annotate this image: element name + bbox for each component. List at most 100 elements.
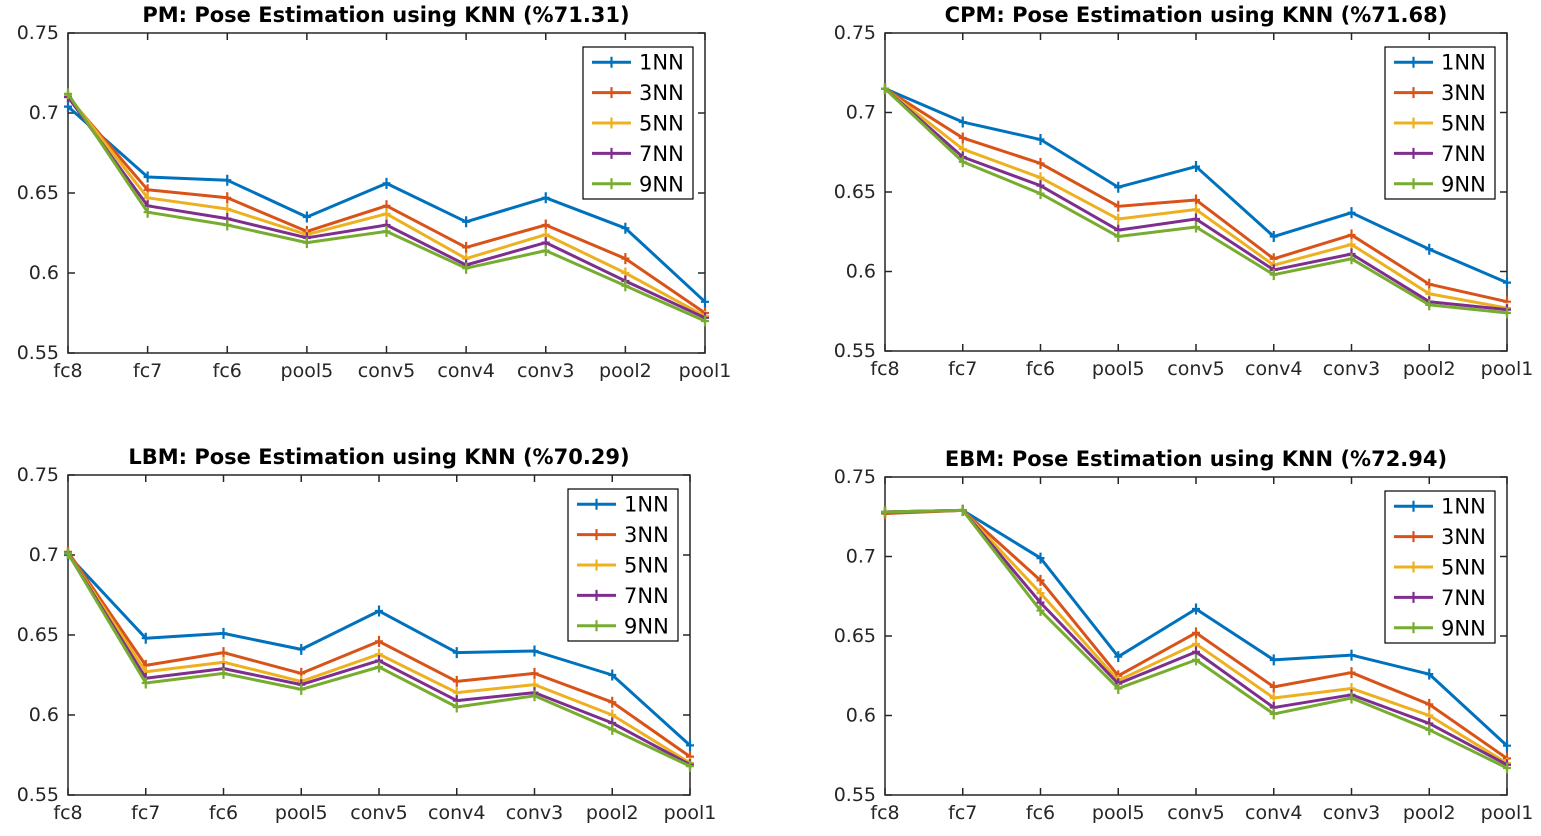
legend-marker-3NN <box>607 87 616 99</box>
y-axis-tick-label: 0.65 <box>17 624 59 646</box>
legend-label-7NN: 7NN <box>624 584 669 608</box>
y-axis-tick-label: 0.55 <box>834 784 876 806</box>
legend-marker-9NN <box>592 620 601 632</box>
legend-label-1NN: 1NN <box>624 493 669 517</box>
chart-ebm: fc8 fc7 fc6 pool5 conv5 conv4 conv3 pool2 pool1 0… <box>834 466 1534 824</box>
y-axis-tick-label: 0.55 <box>834 340 876 362</box>
y-axis-tick-label: 0.6 <box>846 705 876 727</box>
x-axis-tick-label: fc8 <box>870 358 899 380</box>
x-axis-tick-label: pool1 <box>1481 358 1534 380</box>
legend-label-5NN: 5NN <box>639 112 684 136</box>
y-axis-tick-label: 0.55 <box>17 342 59 364</box>
series-markers-9NN <box>881 83 1511 319</box>
x-axis-tick-label: conv3 <box>1323 802 1380 824</box>
x-axis-tick-label: pool2 <box>586 802 639 824</box>
legend-label-7NN: 7NN <box>639 142 684 166</box>
legend-marker-7NN <box>1409 147 1418 159</box>
x-axis-tick-label: fc6 <box>213 360 242 382</box>
x-axis-tick-label: fc7 <box>948 358 977 380</box>
chart-cpm: fc8 fc7 fc6 pool5 conv5 conv4 conv3 pool2 pool1 0… <box>834 22 1534 380</box>
x-axis-tick-label: fc6 <box>1026 802 1055 824</box>
legend-marker-9NN <box>1409 622 1418 634</box>
x-axis-tick-label: pool5 <box>281 360 334 382</box>
legend-marker-1NN <box>592 498 601 510</box>
legend-label-1NN: 1NN <box>1441 495 1486 519</box>
legend-label-9NN: 9NN <box>639 172 684 196</box>
legend-marker-7NN <box>607 147 616 159</box>
x-axis-tick-label: pool5 <box>1092 802 1145 824</box>
y-axis-tick-label: 0.7 <box>29 102 59 124</box>
series-markers-9NN <box>64 547 694 772</box>
chart-pm: fc8 fc7 fc6 pool5 conv5 conv4 conv3 pool2 pool1 0… <box>17 22 732 382</box>
legend-label-5NN: 5NN <box>1441 556 1486 580</box>
y-axis-tick-label: 0.6 <box>846 261 876 283</box>
legend-marker-9NN <box>607 178 616 190</box>
chart-title-pm: PM: Pose Estimation using KNN (%71.31) <box>142 3 629 27</box>
legend-marker-3NN <box>1409 531 1418 543</box>
x-axis-tick-label: pool2 <box>1403 358 1456 380</box>
x-axis-tick-label: pool2 <box>1403 802 1456 824</box>
x-axis-tick-label: conv3 <box>1323 358 1380 380</box>
x-axis-tick-label: conv4 <box>428 802 485 824</box>
x-axis-tick-label: fc6 <box>209 802 238 824</box>
series-markers-9NN <box>64 88 709 327</box>
legend-marker-9NN <box>1409 178 1418 190</box>
x-axis-tick-label: pool1 <box>679 360 732 382</box>
legend-marker-3NN <box>1409 87 1418 99</box>
x-axis-tick-label: conv5 <box>1167 358 1224 380</box>
y-axis-tick-label: 0.7 <box>846 102 876 124</box>
legend-marker-1NN <box>1409 56 1418 68</box>
legend-marker-5NN <box>592 559 601 571</box>
y-axis-tick-label: 0.6 <box>29 704 59 726</box>
x-axis-tick-label: conv4 <box>1245 802 1302 824</box>
x-axis-tick-label: conv5 <box>358 360 415 382</box>
y-axis-tick-label: 0.7 <box>29 544 59 566</box>
x-axis-tick-label: conv5 <box>350 802 407 824</box>
legend-label-1NN: 1NN <box>1441 51 1486 75</box>
series-markers-1NN <box>64 101 709 308</box>
y-axis-tick-label: 0.55 <box>17 784 59 806</box>
legend-marker-7NN <box>592 589 601 601</box>
x-axis-tick-label: pool2 <box>599 360 652 382</box>
x-axis-tick-label: pool1 <box>664 802 717 824</box>
x-axis-tick-label: pool5 <box>275 802 328 824</box>
series-markers-9NN <box>881 504 1511 774</box>
legend-marker-7NN <box>1409 591 1418 603</box>
x-axis-tick-label: conv4 <box>1245 358 1302 380</box>
legend-label-5NN: 5NN <box>624 554 669 578</box>
x-axis-tick-label: fc6 <box>1026 358 1055 380</box>
x-axis-tick-label: conv5 <box>1167 802 1224 824</box>
legend-label-1NN: 1NN <box>639 51 684 75</box>
legend-label-5NN: 5NN <box>1441 112 1486 136</box>
x-axis-tick-label: conv4 <box>437 360 494 382</box>
legend-label-9NN: 9NN <box>1441 616 1486 640</box>
x-axis-tick-label: fc8 <box>870 802 899 824</box>
legend-marker-5NN <box>1409 561 1418 573</box>
y-axis-tick-label: 0.75 <box>17 22 59 44</box>
x-axis-tick-label: fc8 <box>53 802 82 824</box>
y-axis-tick-label: 0.7 <box>846 546 876 568</box>
chart-title-lbm: LBM: Pose Estimation using KNN (%70.29) <box>128 445 629 469</box>
legend-label-3NN: 3NN <box>1441 525 1486 549</box>
x-axis-tick-label: pool5 <box>1092 358 1145 380</box>
y-axis-tick-label: 0.6 <box>29 262 59 284</box>
legend-label-3NN: 3NN <box>1441 81 1486 105</box>
y-axis-tick-label: 0.75 <box>834 22 876 44</box>
x-axis-tick-label: conv3 <box>506 802 563 824</box>
legend-label-9NN: 9NN <box>1441 172 1486 196</box>
x-axis-tick-label: fc7 <box>131 802 160 824</box>
legend-marker-1NN <box>1409 500 1418 512</box>
y-axis-tick-label: 0.75 <box>834 466 876 488</box>
legend-marker-1NN <box>607 56 616 68</box>
x-axis-tick-label: fc7 <box>133 360 162 382</box>
legend-label-7NN: 7NN <box>1441 142 1486 166</box>
legend-marker-5NN <box>1409 117 1418 129</box>
legend-marker-3NN <box>592 529 601 541</box>
y-axis-tick-label: 0.65 <box>834 625 876 647</box>
x-axis-tick-label: fc8 <box>53 360 82 382</box>
legend-label-9NN: 9NN <box>624 614 669 638</box>
y-axis-tick-label: 0.65 <box>17 182 59 204</box>
y-axis-tick-label: 0.75 <box>17 464 59 486</box>
x-axis-tick-label: pool1 <box>1481 802 1534 824</box>
